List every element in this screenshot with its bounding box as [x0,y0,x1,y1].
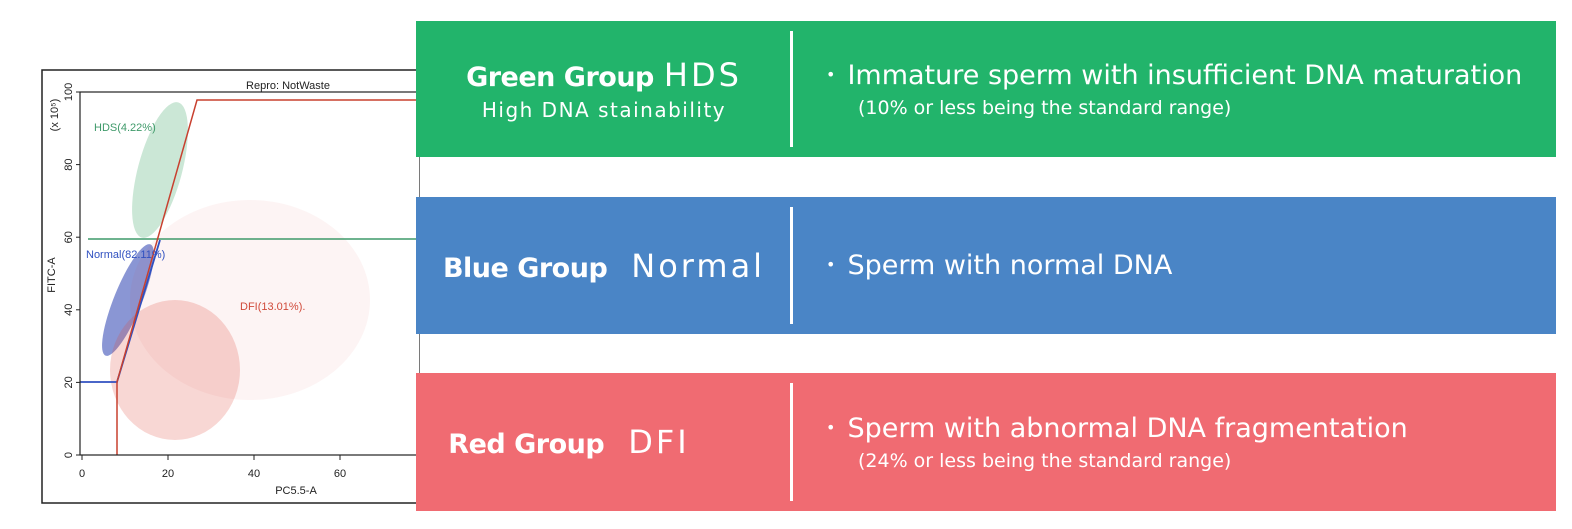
group-code: Normal [631,246,766,285]
gate-label: DFI(13.01%). [240,301,305,313]
y-tick-label: 20 [63,376,75,388]
group-panel: Red Group DFI Sperm with abnormal DNA fra… [416,373,1556,511]
group-name: Red Group [448,429,605,460]
plot-area [79,91,420,456]
flow-cytometry-plot: Repro: NotWaste PC5.5-A FITC-A (x 10⁵) H… [41,69,420,504]
divider [790,207,793,324]
y-axis-label: FITC-A [46,257,58,293]
group-panel: Blue Group Normal Sperm with normal DNA [416,197,1556,334]
y-tick-label: 60 [63,231,75,243]
group-description: Immature sperm with insufficient DNA mat… [826,60,1556,91]
group-subtitle: High DNA stainability [481,98,727,122]
dfi-cloud [130,200,370,400]
group-name: Green Group [466,62,654,93]
group-code: HDS [663,56,742,94]
group-panel: Green Group HDS High DNA stainability Imm… [416,21,1556,157]
y-tick-label: 0 [63,452,75,458]
y-tick-label: 100 [63,83,75,101]
gate-label: Normal(82.11%) [86,249,165,261]
y-tick-label: 80 [63,158,75,170]
y-tick-label: 40 [63,304,75,316]
group-description: Sperm with normal DNA [826,250,1556,281]
x-tick-label: 20 [162,468,174,480]
group-note: (24% or less being the standard range) [858,449,1232,472]
x-tick-label: 60 [334,468,346,480]
divider [790,31,793,147]
gate-label: HDS(4.22%) [94,122,156,134]
x-tick-label: 40 [248,468,260,480]
hds-cloud [132,102,188,238]
x-axis-label: PC5.5-A [275,485,317,497]
dfi-cloud [110,300,240,440]
x-tick-label: 0 [79,468,85,480]
normal-cloud [102,244,154,356]
group-description: Sperm with abnormal DNA fragmentation [826,413,1556,444]
dfi-gate [116,99,420,455]
divider [790,383,793,501]
group-name: Blue Group [442,252,608,284]
group-code: DFI [628,423,690,461]
plot-frame [41,69,420,504]
y-unit: (x 10⁵) [49,99,61,132]
group-note: (10% or less being the standard range) [858,96,1232,119]
plot-title: Repro: NotWaste [246,80,330,92]
